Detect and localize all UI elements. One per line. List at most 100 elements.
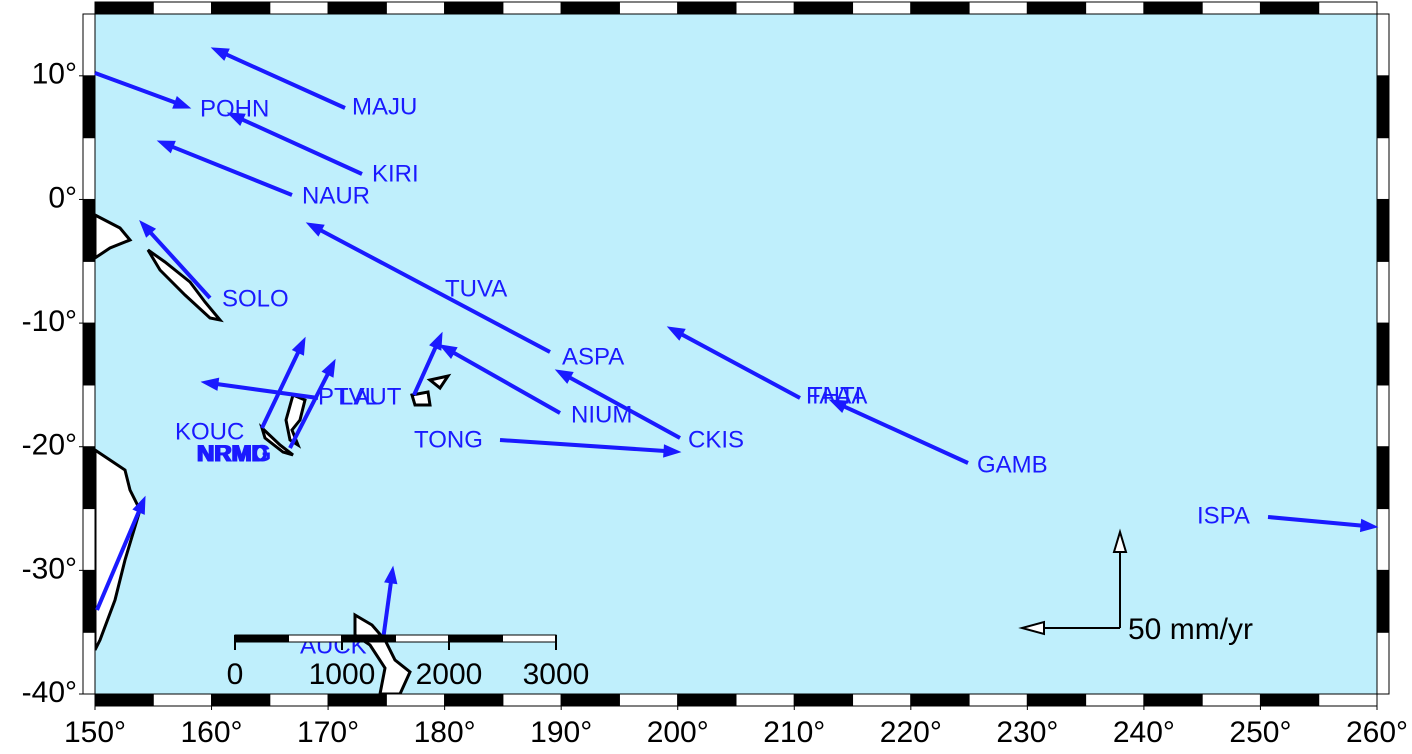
vector-legend-arrows: [1018, 528, 1128, 636]
frame-segment: [793, 1, 854, 15]
frame-segment: [385, 1, 446, 15]
frame-segment: [82, 75, 96, 139]
vector: [167, 143, 293, 197]
frame-segment: [1376, 322, 1390, 386]
frame-segment: [82, 569, 96, 633]
arrowhead: [429, 331, 443, 351]
station-label: PTVL: [318, 383, 378, 410]
vector: [839, 402, 969, 465]
frame-segment: [1376, 13, 1390, 77]
frame-segment: [327, 1, 387, 15]
frame-segment: [444, 1, 504, 15]
station-label: NIUM: [571, 401, 632, 428]
scale-bar-label: 3000: [523, 658, 590, 691]
frame-segment: [1143, 1, 1203, 15]
frame-segment: [793, 693, 854, 707]
frame-segment: [1143, 693, 1203, 707]
y-tick-label: 10°: [32, 58, 77, 91]
frame-segment: [618, 693, 679, 707]
frame-segment: [910, 1, 970, 15]
frame-segment: [82, 446, 96, 510]
scale-bar-segment: [288, 634, 343, 643]
arrowhead: [666, 326, 686, 341]
x-tick-label: 240°: [1113, 716, 1175, 749]
arrowhead: [438, 344, 458, 359]
frame-segment: [152, 693, 213, 707]
arrowhead: [828, 399, 848, 413]
scale-bar-segment: [395, 634, 450, 643]
station-label: FAAA: [806, 382, 867, 409]
x-tick-label: 160°: [181, 716, 243, 749]
x-tick-label: 260°: [1346, 716, 1408, 749]
frame-segment: [502, 1, 562, 15]
frame-segment: [1376, 384, 1390, 448]
frame-segment: [1376, 198, 1390, 262]
vector: [288, 369, 332, 449]
vector: [448, 348, 561, 415]
x-tick-label: 230°: [996, 716, 1058, 749]
scale-bar-label: 1000: [309, 658, 376, 691]
y-tick-label: -30°: [22, 552, 77, 585]
frame-segment: [968, 693, 1028, 707]
vector: [315, 226, 551, 354]
frame-segment: [1201, 1, 1261, 15]
frame-segment: [910, 693, 970, 707]
vector: [95, 506, 143, 611]
frame-segment: [852, 693, 912, 707]
x-tick-label: 220°: [880, 716, 942, 749]
x-tick-label: 170°: [297, 716, 359, 749]
scale-bar-segment: [234, 634, 289, 643]
vector: [381, 577, 394, 641]
scale-bar-segment: [502, 634, 557, 643]
coastlines: [93, 212, 452, 696]
station-label: CKIS: [688, 426, 744, 453]
vector: [260, 347, 302, 429]
frame-segment: [735, 693, 795, 707]
frame-segment: [1376, 446, 1390, 510]
frame-segment: [1376, 75, 1390, 139]
frame-segment: [82, 13, 96, 77]
vector: [499, 438, 669, 454]
frame-segment: [269, 1, 329, 15]
frame-segment: [211, 693, 271, 707]
frame-segment: [327, 693, 387, 707]
frame-segment: [94, 1, 154, 15]
frame-segment: [1318, 1, 1378, 15]
y-tick-label: -20°: [22, 429, 77, 462]
frame-segment: [560, 1, 620, 15]
frame-segment: [1026, 1, 1087, 15]
scale-bar-segment: [341, 634, 396, 643]
frame-segment: [852, 1, 912, 15]
arrowhead: [291, 336, 306, 356]
vector: [1267, 515, 1367, 528]
frame-segment: [82, 198, 96, 262]
arrowhead: [1359, 518, 1379, 533]
arrowhead: [156, 140, 176, 154]
station-label: THTI: [808, 382, 861, 409]
frame-segment: [82, 137, 96, 200]
frame-segment: [444, 693, 504, 707]
vector: [94, 71, 181, 107]
arrowhead: [172, 95, 192, 109]
frame-segment: [502, 693, 562, 707]
x-tick-label: 190°: [530, 716, 592, 749]
station-label: LAUT: [340, 383, 402, 410]
scale-bar-segment: [448, 634, 503, 643]
frame-segment: [1376, 508, 1390, 571]
arrowhead: [305, 222, 325, 237]
frame-segment: [1201, 693, 1261, 707]
frame-segment: [968, 1, 1028, 15]
frame-segment: [1376, 569, 1390, 633]
scale-bar-label: 2000: [416, 658, 483, 691]
arrowhead: [226, 112, 246, 126]
vector: [221, 50, 346, 110]
y-tick-label: 0°: [48, 181, 77, 214]
scale-bar-label: 0: [227, 658, 244, 691]
vector: [676, 330, 801, 400]
arrowhead: [321, 358, 336, 378]
x-tick-label: 210°: [763, 716, 825, 749]
frame-segment: [1085, 1, 1145, 15]
vector-legend-label: 50 mm/yr: [1128, 613, 1253, 646]
frame-segment: [82, 508, 96, 571]
station-label: SOLO: [222, 285, 289, 312]
